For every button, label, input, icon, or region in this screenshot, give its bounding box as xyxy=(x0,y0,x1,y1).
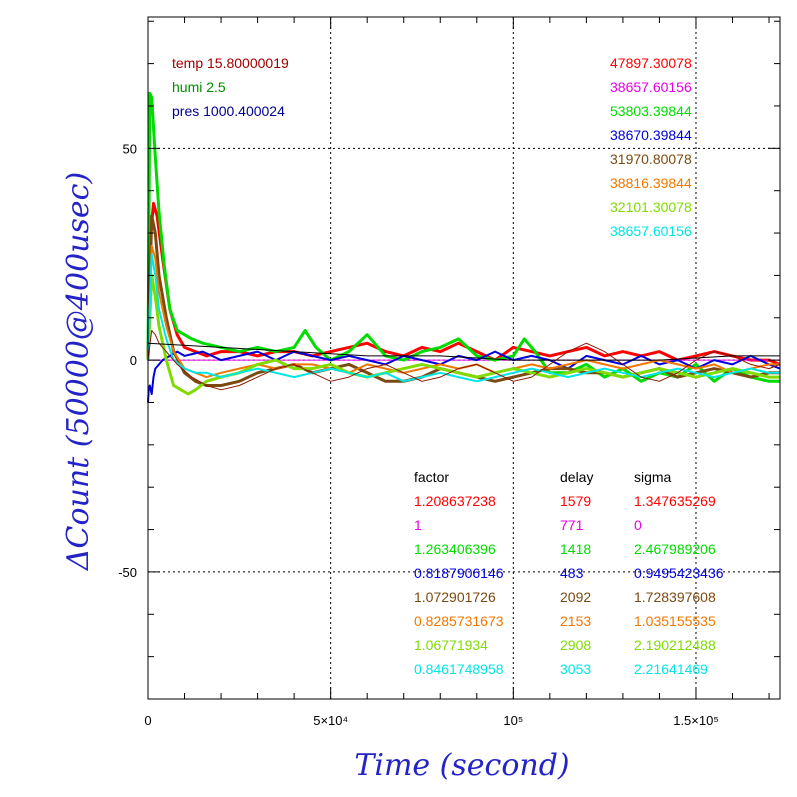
count-value: 53803.39844 xyxy=(610,103,692,119)
x-tick-label: 1.5×10⁵ xyxy=(673,713,719,728)
y-tick-label: 50 xyxy=(123,141,137,156)
table-cell-sigma: 0.9495423436 xyxy=(634,565,724,581)
y-axis-title: ΔCount (50000@400usec) xyxy=(61,172,96,571)
table-cell-delay: 3053 xyxy=(560,661,591,677)
series-layer xyxy=(146,91,781,403)
count-value: 31970.80078 xyxy=(610,151,692,167)
count-value: 47897.30078 xyxy=(610,55,692,71)
table-cell-delay: 1579 xyxy=(560,493,591,509)
table-cell-factor: 1 xyxy=(414,517,422,533)
x-tick-label: 0 xyxy=(144,713,151,728)
table-cell-factor: 1.06771934 xyxy=(414,637,488,653)
count-values: 47897.30078 38657.60156 53803.39844 38670.3… xyxy=(610,55,692,239)
x-tick-label: 10⁵ xyxy=(503,713,523,728)
x-tick-label: 5×10⁴ xyxy=(313,713,348,728)
table-cell-delay: 2908 xyxy=(560,637,591,653)
series-line-8 xyxy=(147,330,781,391)
env-info-line: temp 15.80000019 xyxy=(172,55,289,71)
axis-ticks xyxy=(148,17,780,699)
table-cell-factor: 0.8187906146 xyxy=(414,565,504,581)
table-cell-delay: 771 xyxy=(560,517,584,533)
table-cell-sigma: 1.035155535 xyxy=(634,613,716,629)
table-cell-delay: 1418 xyxy=(560,541,591,557)
series-line-7 xyxy=(147,253,780,383)
table-cell-sigma: 2.467989206 xyxy=(634,541,716,557)
series-line-2 xyxy=(146,91,780,383)
y-tick-label: 0 xyxy=(130,353,137,368)
table-cell-factor: 1.208637238 xyxy=(414,493,496,509)
plot-frame xyxy=(147,16,781,700)
series-line-3 xyxy=(147,350,781,403)
count-value: 38670.39844 xyxy=(610,127,692,143)
table-header-delay: delay xyxy=(560,469,593,485)
table-header-sigma: sigma xyxy=(634,469,672,485)
count-value: 32101.30078 xyxy=(610,199,692,215)
table-cell-sigma: 0 xyxy=(634,517,642,533)
table-header-factor: factor xyxy=(414,469,449,485)
x-axis-title: Time (second) xyxy=(354,748,569,783)
table-cell-delay: 2153 xyxy=(560,613,591,629)
table-cell-factor: 0.8285731673 xyxy=(414,613,504,629)
table-cell-factor: 1.072901726 xyxy=(414,589,496,605)
tick-labels: 0 5×10⁴ 10⁵ 1.5×10⁵ 50 0 -50 xyxy=(118,141,719,728)
series-line-6 xyxy=(146,273,780,396)
table-cell-delay: 483 xyxy=(560,565,584,581)
table-cell-sigma: 1.347635269 xyxy=(634,493,716,509)
count-value: 38657.60156 xyxy=(610,223,692,239)
count-value: 38657.60156 xyxy=(610,79,692,95)
table-cell-sigma: 2.190212488 xyxy=(634,637,716,653)
table-cell-delay: 2092 xyxy=(560,589,591,605)
table-cell-sigma: 1.728397608 xyxy=(634,589,716,605)
y-tick-label: -50 xyxy=(118,565,137,580)
fit-parameter-table: factor delay sigma 1.208637238 1579 1.3476352… xyxy=(414,469,724,677)
env-info-line: pres 1000.400024 xyxy=(172,103,285,119)
env-info: temp 15.80000019 humi 2.5 pres 1000.400024 xyxy=(172,55,289,119)
table-cell-factor: 0.8461748958 xyxy=(414,661,504,677)
env-info-line: humi 2.5 xyxy=(172,79,226,95)
table-cell-sigma: 2.21641469 xyxy=(634,661,708,677)
series-line-9 xyxy=(147,342,780,361)
count-value: 38816.39844 xyxy=(610,175,692,191)
table-cell-factor: 1.263406396 xyxy=(414,541,496,557)
